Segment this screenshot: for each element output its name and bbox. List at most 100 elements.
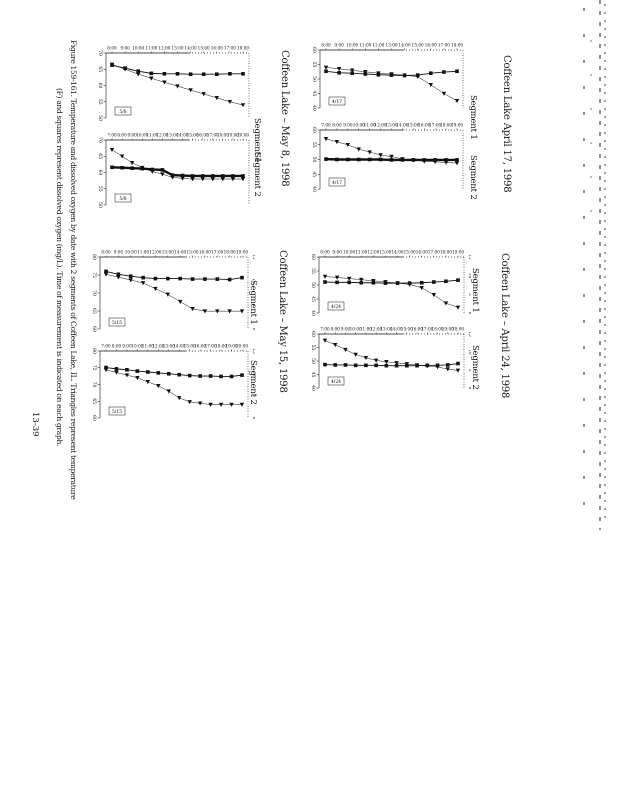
svg-text:17:00: 17:00 (438, 43, 450, 48)
svg-text:7:00: 7:00 (321, 123, 331, 128)
svg-text:19:00: 19:00 (225, 344, 237, 349)
svg-text:18:00: 18:00 (440, 250, 452, 255)
svg-text:19:00: 19:00 (452, 250, 464, 255)
svg-text:60: 60 (91, 326, 97, 332)
svg-text:8:00: 8:00 (101, 250, 111, 255)
svg-text:14:00: 14:00 (185, 46, 197, 51)
svg-text:70: 70 (97, 137, 103, 143)
svg-text:80: 80 (91, 254, 97, 260)
svg-text:20:00: 20:00 (236, 344, 248, 349)
chart-april-17-segment-2: 7:00 8:00 9:00 10:00 11:00 12:00 13:00 14:00 15:… (298, 117, 470, 197)
svg-text:10:00: 10:00 (353, 123, 365, 128)
svg-text:12:00: 12:00 (372, 43, 384, 48)
svg-text:15:00: 15:00 (187, 250, 199, 255)
svg-text:14:00: 14:00 (174, 250, 186, 255)
svg-text:9:00: 9:00 (122, 344, 132, 349)
svg-text:50: 50 (310, 358, 316, 364)
svg-text:5/15: 5/15 (112, 320, 122, 326)
svg-text:17:00: 17:00 (428, 250, 440, 255)
segment-label: Segment 2 (470, 345, 480, 390)
group-title-april-17: Coffeen Lake April 17, 1998 (501, 55, 512, 193)
svg-text:13:00: 13:00 (166, 133, 178, 138)
svg-text:18:00: 18:00 (217, 133, 229, 138)
scan-noise-strip (599, 0, 601, 530)
svg-text:9:00: 9:00 (120, 46, 130, 51)
svg-text:15:00: 15:00 (187, 133, 199, 138)
svg-text:10:00: 10:00 (350, 327, 362, 332)
svg-text:15:00: 15:00 (198, 46, 210, 51)
group-title-may-15: Coffeen Lake – May 15, 1998 (277, 250, 288, 393)
svg-text:13:00: 13:00 (385, 43, 397, 48)
svg-text:80: 80 (91, 348, 97, 354)
svg-text:70: 70 (91, 290, 97, 296)
svg-text:18:00: 18:00 (224, 250, 236, 255)
svg-text:11:00: 11:00 (142, 344, 154, 349)
svg-text:19:00: 19:00 (227, 133, 239, 138)
svg-text:65: 65 (91, 398, 97, 404)
svg-text:15:00: 15:00 (401, 327, 413, 332)
svg-text:15: 15 (468, 254, 471, 260)
svg-text:50: 50 (311, 157, 317, 163)
svg-text:11:00: 11:00 (146, 133, 158, 138)
figure-caption-line-2: (F) and squares represent dissolved oxyg… (55, 88, 64, 447)
segment-label: Segment 1 (470, 268, 480, 313)
chart-may-8-segment-2: 7:00 8:00 9:00 10:00 11:00 12:00 13:00 14:00 15:… (84, 127, 256, 213)
svg-text:4/24: 4/24 (331, 304, 341, 310)
svg-text:9:00: 9:00 (127, 133, 137, 138)
svg-text:4/17: 4/17 (332, 180, 342, 186)
chart-may-15-segment-2: 7:00 8:00 9:00 10:00 11:00 12:00 13:00 14:00 15:… (78, 338, 257, 426)
svg-text:17:00: 17:00 (205, 344, 217, 349)
svg-text:8:00: 8:00 (332, 123, 342, 128)
svg-text:40: 40 (311, 186, 317, 192)
svg-text:45: 45 (310, 372, 316, 378)
svg-text:20:00: 20:00 (452, 327, 464, 332)
svg-text:10: 10 (252, 371, 255, 377)
chart-april-24-segment-2: 7:00 8:00 9:00 10:00 11:00 12:00 13:00 14:00 15:… (297, 321, 473, 396)
svg-text:14:00: 14:00 (396, 123, 408, 128)
group-title-april-24: Coffeen Lake – April 24, 1998 (499, 253, 510, 399)
svg-text:5/8: 5/8 (119, 109, 126, 115)
svg-text:75: 75 (91, 272, 97, 278)
svg-text:7:00: 7:00 (320, 327, 330, 332)
svg-text:55: 55 (97, 99, 103, 105)
svg-text:16:00: 16:00 (197, 133, 209, 138)
svg-text:0: 0 (468, 312, 471, 315)
svg-text:16:00: 16:00 (199, 250, 211, 255)
svg-text:60: 60 (310, 254, 316, 260)
svg-text:17:00: 17:00 (429, 123, 441, 128)
svg-text:0: 0 (252, 417, 255, 420)
svg-text:9:00: 9:00 (332, 250, 342, 255)
chart-april-17-segment-1: 8:00 9:00 10:00 11:00 12:00 13:00 14:00 15:00 16… (298, 37, 470, 116)
svg-text:9:00: 9:00 (114, 250, 124, 255)
svg-text:13:00: 13:00 (379, 250, 391, 255)
svg-text:75: 75 (91, 365, 97, 371)
svg-text:60: 60 (97, 170, 103, 176)
svg-text:5: 5 (252, 304, 255, 307)
svg-text:20:00: 20:00 (237, 133, 249, 138)
svg-text:45: 45 (310, 296, 316, 302)
svg-text:11:00: 11:00 (137, 250, 149, 255)
svg-text:8:00: 8:00 (107, 46, 117, 51)
svg-text:40: 40 (310, 385, 316, 391)
svg-text:16:00: 16:00 (416, 250, 428, 255)
svg-text:4/17: 4/17 (332, 99, 342, 105)
svg-text:18:00: 18:00 (440, 123, 452, 128)
svg-text:18:00: 18:00 (215, 344, 227, 349)
svg-text:15:00: 15:00 (412, 43, 424, 48)
chart-may-15-segment-1: 8:00 9:00 10:00 11:00 12:00 13:00 14:00 15:00 16… (78, 244, 257, 337)
svg-text:10:00: 10:00 (132, 46, 144, 51)
svg-text:50: 50 (311, 76, 317, 82)
svg-text:60: 60 (311, 127, 317, 133)
svg-text:65: 65 (91, 308, 97, 314)
svg-text:55: 55 (97, 186, 103, 192)
group-title-may-8: Coffeen Lake – May 8, 1998 (279, 50, 290, 187)
svg-text:9:00: 9:00 (341, 327, 351, 332)
scan-noise-strip (583, 8, 585, 520)
svg-text:5: 5 (252, 394, 255, 397)
svg-text:19:00: 19:00 (451, 123, 463, 128)
svg-text:50: 50 (97, 115, 103, 121)
svg-text:10:00: 10:00 (343, 250, 355, 255)
svg-text:14:00: 14:00 (399, 43, 411, 48)
svg-text:55: 55 (310, 268, 316, 274)
